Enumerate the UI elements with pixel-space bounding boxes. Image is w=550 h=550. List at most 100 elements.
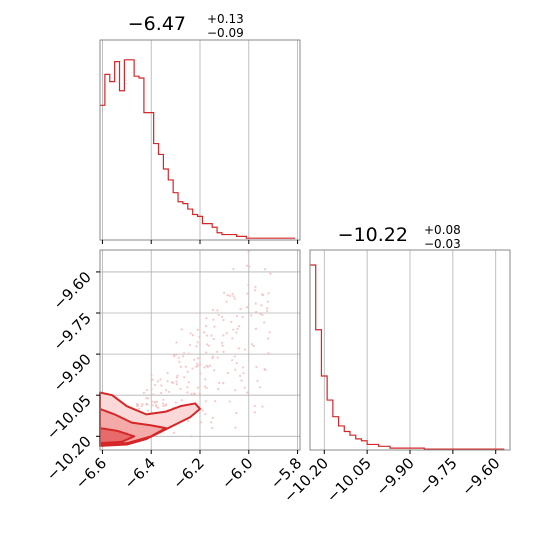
scatter-point [174, 401, 177, 404]
right-histogram-x-ticks: −10.20−10.05−9.90−9.75−9.60 [280, 450, 504, 506]
scatter-point [159, 391, 163, 395]
scatter-point [216, 309, 219, 312]
scatter-point [221, 344, 224, 347]
scatter-point [212, 318, 215, 321]
scatter-point [252, 344, 255, 348]
scatter-point [247, 250, 250, 253]
scatter-point [264, 268, 267, 271]
scatter-point [172, 431, 175, 435]
scatter-point [230, 320, 233, 324]
scatter-point [216, 350, 219, 353]
scatter-point [198, 392, 201, 395]
scatter-point [188, 343, 192, 347]
y-tick-label: −9.75 [50, 309, 95, 354]
scatter-point [196, 362, 199, 365]
scatter-point [248, 265, 251, 268]
x-tick-label: −9.60 [458, 454, 503, 499]
scatter-point [222, 381, 225, 385]
scatter-point [176, 374, 179, 377]
scatter-point [152, 393, 155, 396]
scatter-point [178, 360, 181, 363]
scatter-point [246, 391, 249, 394]
scatter-point [210, 426, 214, 430]
scatter-point [266, 337, 270, 340]
scatter-point [210, 334, 213, 337]
scatter-point [177, 356, 180, 359]
joint-contours [99, 391, 201, 447]
scatter-point [187, 352, 190, 355]
scatter-point [155, 400, 159, 403]
x-tick-label: −9.75 [415, 454, 460, 499]
scatter-point [247, 283, 250, 287]
scatter-point [234, 368, 237, 371]
scatter-point [245, 306, 249, 309]
scatter-point [212, 337, 215, 341]
scatter-point [254, 289, 257, 292]
scatter-point [211, 416, 215, 419]
scatter-point [146, 403, 149, 406]
scatter-point [218, 381, 221, 384]
top-histogram-title-lower: −0.09 [207, 26, 244, 40]
scatter-point [231, 292, 234, 296]
scatter-point [153, 383, 157, 387]
scatter-point [235, 331, 238, 334]
scatter-point [190, 392, 193, 396]
scatter-point [201, 409, 204, 412]
scatter-point [203, 366, 206, 369]
scatter-point [242, 366, 245, 369]
scatter-point [196, 364, 199, 367]
scatter-point [254, 310, 258, 314]
scatter-point [250, 343, 253, 346]
joint-x-ticks: −6.6 −6.4 −6.2 −6.0 −5.8 [72, 450, 305, 493]
scatter-point [205, 351, 208, 354]
scatter-point [159, 378, 162, 381]
scatter-point [254, 302, 257, 305]
scatter-point [196, 357, 200, 360]
scatter-point [261, 313, 264, 317]
scatter-point [150, 374, 153, 377]
scatter-point [253, 404, 256, 407]
scatter-point [156, 406, 160, 409]
scatter-point [180, 328, 183, 331]
scatter-point [255, 365, 258, 368]
scatter-point [238, 374, 242, 378]
scatter-point [150, 388, 153, 391]
scatter-point [170, 381, 173, 384]
scatter-point [204, 325, 208, 328]
joint-panel: −6.6 −6.4 −6.2 −6.0 −5.8 −9.60−9.75−9.90−10.… [43, 249, 305, 493]
scatter-point [179, 387, 182, 390]
scatter-point [220, 341, 224, 344]
scatter-point [202, 331, 206, 334]
scatter-point [254, 327, 258, 330]
scatter-point [235, 411, 238, 415]
x-tick-label: −6.0 [218, 454, 256, 492]
scatter-point [193, 393, 197, 396]
scatter-point [136, 404, 139, 408]
scatter-point [175, 383, 179, 386]
scatter-point [222, 350, 225, 353]
scatter-point [241, 315, 244, 319]
top-histogram-ticks [101, 240, 299, 244]
scatter-point [250, 314, 253, 317]
scatter-point [175, 341, 178, 344]
scatter-point [235, 361, 238, 365]
scatter-point [174, 353, 178, 356]
scatter-point [226, 372, 229, 375]
right-histogram-grid [323, 250, 497, 450]
scatter-point [267, 292, 270, 295]
scatter-point [182, 355, 185, 358]
scatter-point [259, 312, 262, 315]
scatter-point [233, 297, 236, 300]
scatter-point [258, 386, 261, 389]
y-tick-label: −9.90 [50, 350, 95, 395]
top-histogram-title-upper: +0.13 [207, 12, 244, 26]
x-tick-label: −10.05 [323, 454, 375, 506]
scatter-point [160, 384, 163, 387]
scatter-point [145, 397, 148, 400]
scatter-point [265, 309, 269, 312]
right-histogram-line [310, 264, 505, 450]
scatter-point [228, 294, 231, 297]
scatter-point [243, 386, 246, 389]
scatter-point [233, 355, 236, 358]
